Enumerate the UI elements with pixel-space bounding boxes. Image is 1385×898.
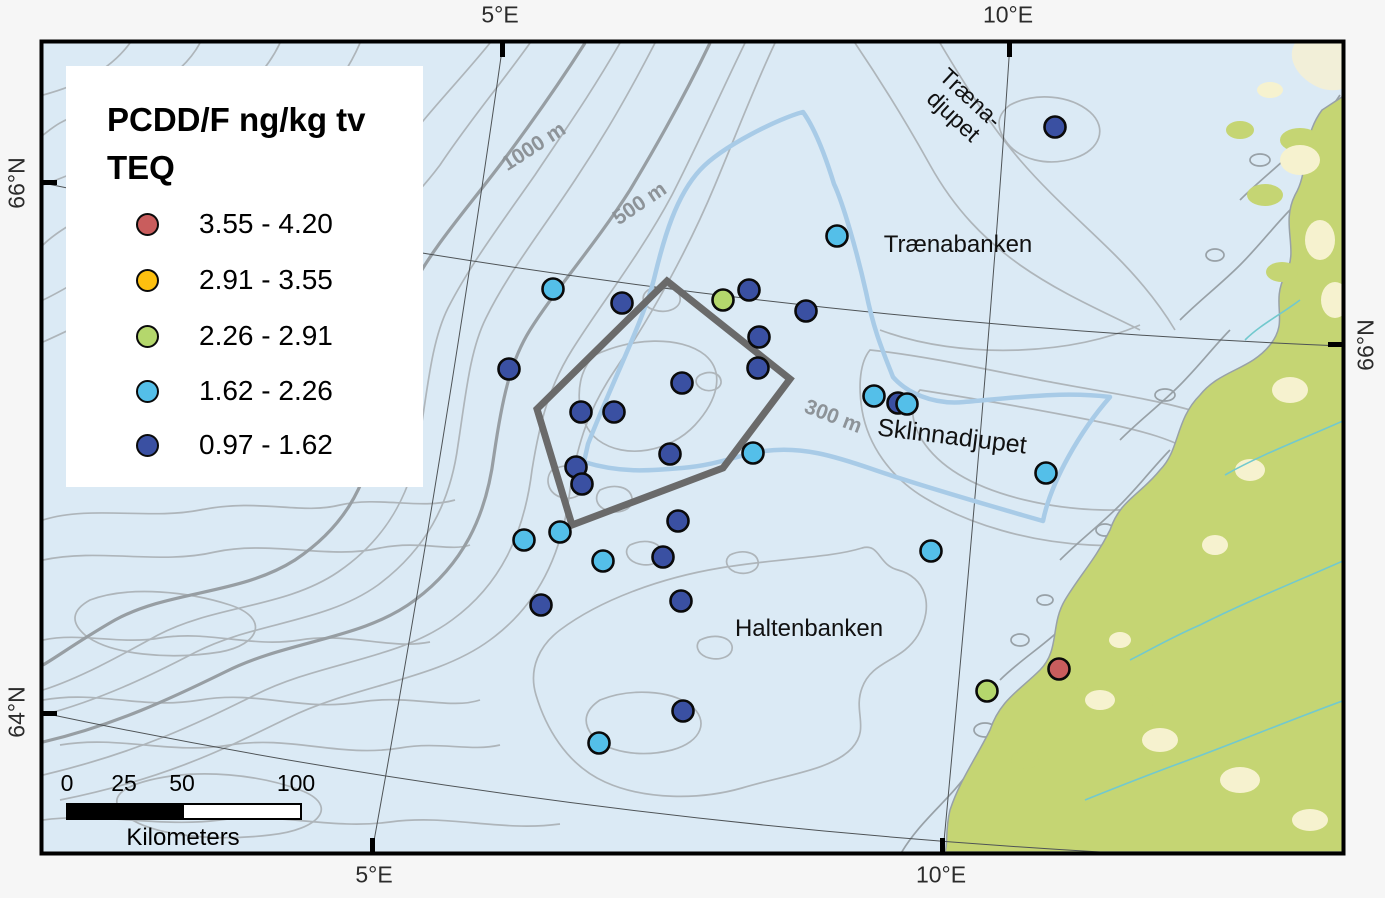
station-point[interactable] bbox=[746, 356, 770, 380]
axis-label-bottom-5e: 5°E bbox=[355, 861, 393, 888]
axis-label-bottom-10e: 10°E bbox=[915, 861, 967, 888]
graticule-ticks bbox=[43, 43, 1342, 852]
station-point[interactable] bbox=[747, 325, 771, 349]
station-point[interactable] bbox=[651, 545, 675, 569]
scalebar-tick-100: 100 bbox=[276, 770, 316, 796]
legend-item-label: 3.55 - 4.20 bbox=[199, 208, 333, 239]
station-point[interactable] bbox=[670, 371, 694, 395]
map-border bbox=[39, 39, 1346, 856]
place-label-haltenbanken: Haltenbanken bbox=[734, 615, 884, 642]
station-point[interactable] bbox=[512, 528, 536, 552]
legend-item-label: 0.97 - 1.62 bbox=[199, 429, 333, 460]
scalebar-bar bbox=[66, 803, 302, 820]
legend-title-line1: PCDD/F ng/kg tv bbox=[107, 101, 366, 138]
station-point[interactable] bbox=[862, 384, 886, 408]
station-point[interactable] bbox=[711, 288, 735, 312]
survey-area-polygon bbox=[533, 276, 795, 530]
legend-swatch-lightblue bbox=[136, 380, 159, 403]
station-point[interactable] bbox=[794, 299, 818, 323]
scalebar-unit: Kilometers bbox=[126, 824, 240, 851]
legend-item-label: 1.62 - 2.26 bbox=[199, 375, 333, 406]
station-point[interactable] bbox=[895, 392, 919, 416]
legend-swatch-red bbox=[136, 213, 159, 236]
station-point[interactable] bbox=[602, 400, 626, 424]
station-point[interactable] bbox=[741, 441, 765, 465]
legend-item-label: 2.26 - 2.91 bbox=[199, 320, 333, 351]
scalebar-bar-fill bbox=[68, 805, 184, 818]
station-point[interactable] bbox=[1043, 115, 1067, 139]
land bbox=[944, 43, 1342, 852]
legend: PCDD/F ng/kg tv TEQ 3.55 - 4.20 2.91 - 3… bbox=[66, 66, 423, 487]
station-point[interactable] bbox=[497, 357, 521, 381]
station-point[interactable] bbox=[1034, 461, 1058, 485]
legend-swatch-green bbox=[136, 325, 159, 348]
station-point[interactable] bbox=[825, 224, 849, 248]
graticule-lines bbox=[43, 43, 1342, 852]
axis-label-top-10e: 10°E bbox=[982, 1, 1034, 28]
station-point[interactable] bbox=[666, 509, 690, 533]
axis-label-left-64n: 64°N bbox=[3, 686, 30, 738]
legend-swatch-yellow bbox=[136, 269, 159, 292]
station-point[interactable] bbox=[541, 277, 565, 301]
station-point[interactable] bbox=[919, 539, 943, 563]
station-point[interactable] bbox=[1047, 657, 1071, 681]
station-point[interactable] bbox=[529, 593, 553, 617]
station-points[interactable] bbox=[497, 115, 1071, 755]
axis-label-top-5e: 5°E bbox=[481, 1, 519, 28]
station-point[interactable] bbox=[591, 549, 615, 573]
station-point[interactable] bbox=[658, 442, 682, 466]
station-point[interactable] bbox=[669, 589, 693, 613]
station-point[interactable] bbox=[975, 679, 999, 703]
place-label-traenabanken: Trænabanken bbox=[883, 231, 1033, 258]
scalebar-tick-50: 50 bbox=[169, 770, 195, 796]
station-point[interactable] bbox=[569, 400, 593, 424]
station-point[interactable] bbox=[587, 731, 611, 755]
scalebar-tick-0: 0 bbox=[60, 770, 74, 796]
station-point[interactable] bbox=[737, 278, 761, 302]
legend-swatch-darkblue bbox=[136, 434, 159, 457]
legend-item-label: 2.91 - 3.55 bbox=[199, 264, 333, 295]
legend-title-line2: TEQ bbox=[107, 148, 175, 186]
station-point[interactable] bbox=[610, 291, 634, 315]
scalebar-tick-25: 25 bbox=[111, 770, 137, 796]
station-point[interactable] bbox=[548, 520, 572, 544]
legend-title: PCDD/F ng/kg tv TEQ bbox=[107, 96, 366, 192]
station-point[interactable] bbox=[570, 472, 594, 496]
station-point[interactable] bbox=[671, 699, 695, 723]
axis-label-left-66n: 66°N bbox=[3, 157, 30, 209]
axis-label-right-66n: 66°N bbox=[1352, 319, 1379, 371]
